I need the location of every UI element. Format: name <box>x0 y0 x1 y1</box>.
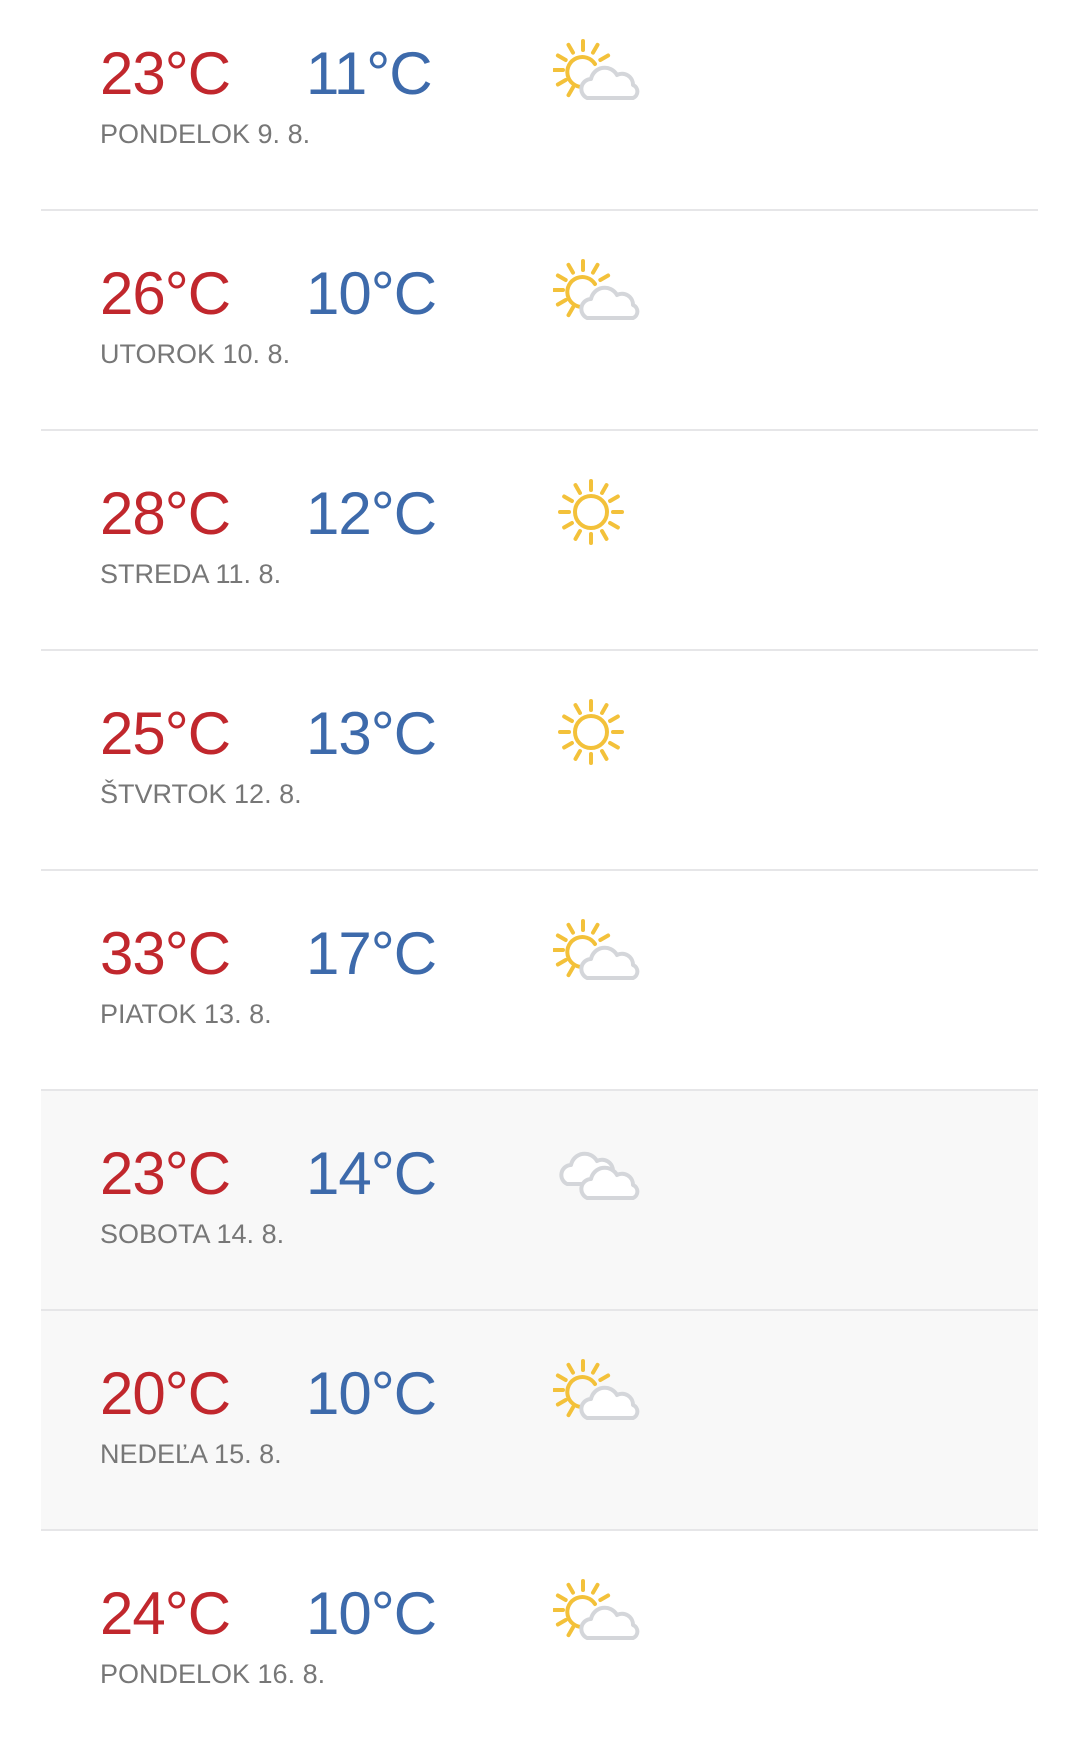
sunny-icon <box>553 696 643 776</box>
forecast-date: UTOROK 10. 8. <box>100 339 291 369</box>
forecast-date: ŠTVRTOK 12. 8. <box>100 779 302 809</box>
low-temperature: 14°C <box>306 1140 437 1207</box>
high-temperature: 25°C <box>100 700 231 767</box>
low-temperature: 10°C <box>306 1580 437 1647</box>
partly-cloudy-icon <box>552 1356 643 1436</box>
sunny-icon <box>553 476 643 556</box>
partly-cloudy-icon <box>552 36 643 116</box>
high-temperature: 33°C <box>100 920 231 987</box>
high-temperature: 23°C <box>100 1140 231 1207</box>
partly-cloudy-icon <box>552 1576 643 1656</box>
low-temperature: 13°C <box>306 700 437 767</box>
forecast-date: PONDELOK 16. 8. <box>100 1659 326 1689</box>
low-temperature: 10°C <box>306 1360 437 1427</box>
partly-cloudy-icon <box>552 256 643 336</box>
high-temperature: 20°C <box>100 1360 231 1427</box>
forecast-row[interactable]: 20°C 10°C NEDEĽA 15. 8. <box>41 1311 1038 1531</box>
forecast-row[interactable]: 33°C 17°C PIATOK 13. 8. <box>41 871 1038 1091</box>
forecast-row[interactable]: 24°C 10°C PONDELOK 16. 8. <box>41 1531 1038 1749</box>
forecast-row[interactable]: 25°C 13°C ŠTVRTOK 12. 8. <box>41 651 1038 871</box>
forecast-row[interactable]: 23°C 11°C PONDELOK 9. 8. <box>41 0 1038 211</box>
forecast-date: STREDA 11. 8. <box>100 559 282 589</box>
forecast-date: SOBOTA 14. 8. <box>100 1219 285 1249</box>
high-temperature: 26°C <box>100 260 231 327</box>
low-temperature: 11°C <box>306 40 433 107</box>
forecast-row[interactable]: 23°C 14°C SOBOTA 14. 8. <box>41 1091 1038 1311</box>
low-temperature: 10°C <box>306 260 437 327</box>
forecast-date: PIATOK 13. 8. <box>100 999 272 1029</box>
forecast-row[interactable]: 28°C 12°C STREDA 11. 8. <box>41 431 1038 651</box>
forecast-date: PONDELOK 9. 8. <box>100 119 311 149</box>
high-temperature: 24°C <box>100 1580 231 1647</box>
low-temperature: 17°C <box>306 920 437 987</box>
high-temperature: 23°C <box>100 40 231 107</box>
cloudy-icon <box>553 1136 643 1216</box>
partly-cloudy-icon <box>552 916 643 996</box>
forecast-list: 23°C 11°C PONDELOK 9. 8. 26°C 10°C UTORO… <box>41 0 1038 1749</box>
low-temperature: 12°C <box>306 480 437 547</box>
high-temperature: 28°C <box>100 480 231 547</box>
forecast-date: NEDEĽA 15. 8. <box>100 1439 282 1469</box>
forecast-row[interactable]: 26°C 10°C UTOROK 10. 8. <box>41 211 1038 431</box>
